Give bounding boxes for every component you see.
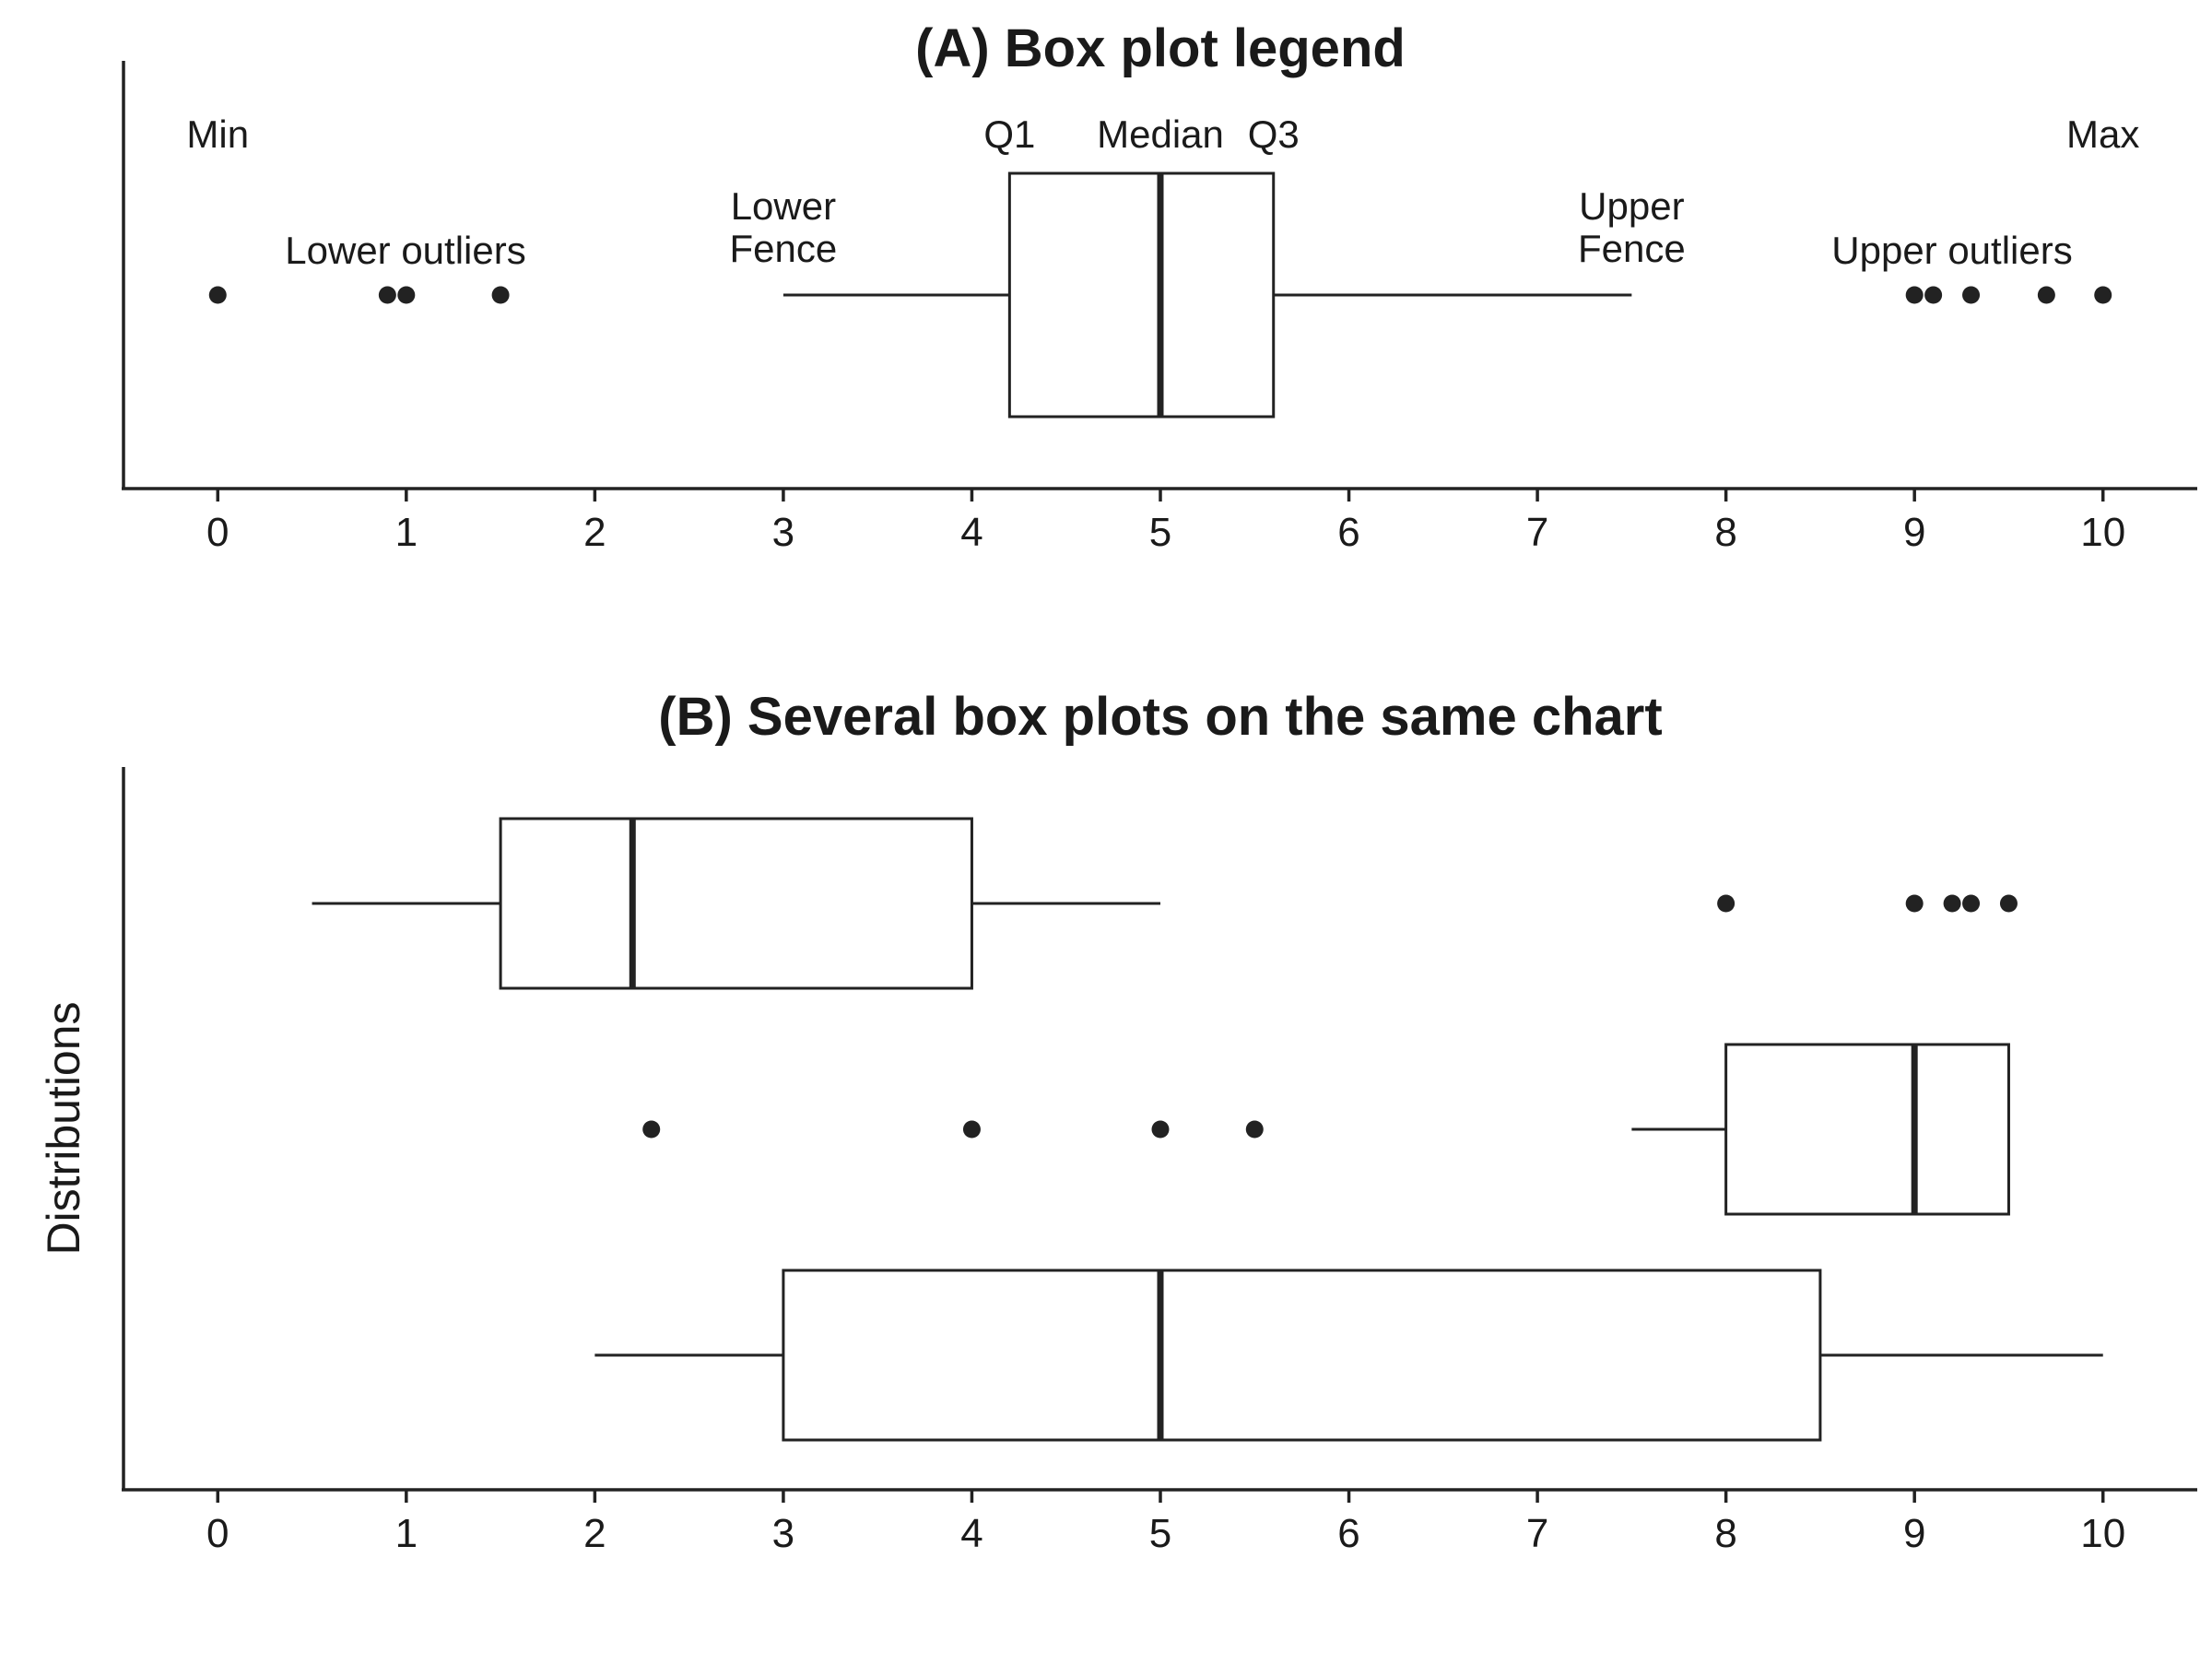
outlier-point <box>378 286 396 304</box>
annotation-label: Lower <box>731 184 836 228</box>
x-tick-label: 1 <box>395 510 418 555</box>
x-tick-label: 6 <box>1337 510 1359 555</box>
x-tick-label: 5 <box>1149 510 1171 555</box>
annotation-label: Min <box>186 112 249 156</box>
outlier-point <box>2094 286 2112 304</box>
outlier-point <box>1905 894 1924 913</box>
outlier-point <box>397 286 416 304</box>
x-tick-label: 7 <box>1526 510 1548 555</box>
outlier-point <box>1151 1120 1170 1139</box>
outlier-point <box>1962 286 1981 304</box>
outlier-point <box>1905 286 1924 304</box>
x-tick-label: 1 <box>395 1511 418 1556</box>
outlier-point <box>962 1120 981 1139</box>
annotation-label: Q1 <box>983 112 1035 156</box>
annotation-label: Max <box>2066 112 2139 156</box>
annotation-label: Upper <box>1579 184 1684 228</box>
x-tick-label: 2 <box>583 1511 606 1556</box>
x-tick-label: 9 <box>1903 1511 1925 1556</box>
outlier-point <box>1924 286 1943 304</box>
x-tick-label: 8 <box>1714 1511 1736 1556</box>
x-tick-label: 10 <box>2080 510 2125 555</box>
box-iqr <box>499 817 973 990</box>
x-tick-label: 7 <box>1526 1511 1548 1556</box>
annotation-label: Fence <box>1578 227 1686 270</box>
outlier-point <box>1962 894 1981 913</box>
x-tick-label: 3 <box>772 1511 794 1556</box>
x-tick-label: 2 <box>583 510 606 555</box>
x-tick-label: 6 <box>1337 1511 1359 1556</box>
x-tick-label: 0 <box>206 510 229 555</box>
annotation-label: Median <box>1097 112 1224 156</box>
chart-title: (B) Several box plots on the same chart <box>658 687 1662 747</box>
box-iqr <box>782 1269 1822 1442</box>
x-tick-label: 0 <box>206 1511 229 1556</box>
outlier-point <box>491 286 510 304</box>
x-tick-label: 10 <box>2080 1511 2125 1556</box>
x-tick-label: 5 <box>1149 1511 1171 1556</box>
x-tick-label: 8 <box>1714 510 1736 555</box>
annotation-label: Upper outliers <box>1831 229 2072 272</box>
y-axis-label: Distributions <box>38 1001 89 1255</box>
x-tick-label: 4 <box>960 510 982 555</box>
annotation-label: Q3 <box>1248 112 1300 156</box>
box-iqr <box>1007 171 1276 419</box>
outlier-point <box>1245 1120 1264 1139</box>
annotation-label: Lower outliers <box>285 229 525 272</box>
outlier-point <box>1999 894 2018 913</box>
outlier-point <box>208 286 227 304</box>
outlier-point <box>1717 894 1735 913</box>
box-iqr <box>1724 1043 2010 1216</box>
annotation-label: Fence <box>730 227 838 270</box>
x-tick-label: 3 <box>772 510 794 555</box>
x-tick-label: 9 <box>1903 510 1925 555</box>
outlier-point <box>1943 894 1961 913</box>
outlier-point <box>2037 286 2055 304</box>
chart-title: (A) Box plot legend <box>915 18 1406 78</box>
outlier-point <box>642 1120 661 1139</box>
x-tick-label: 4 <box>960 1511 982 1556</box>
